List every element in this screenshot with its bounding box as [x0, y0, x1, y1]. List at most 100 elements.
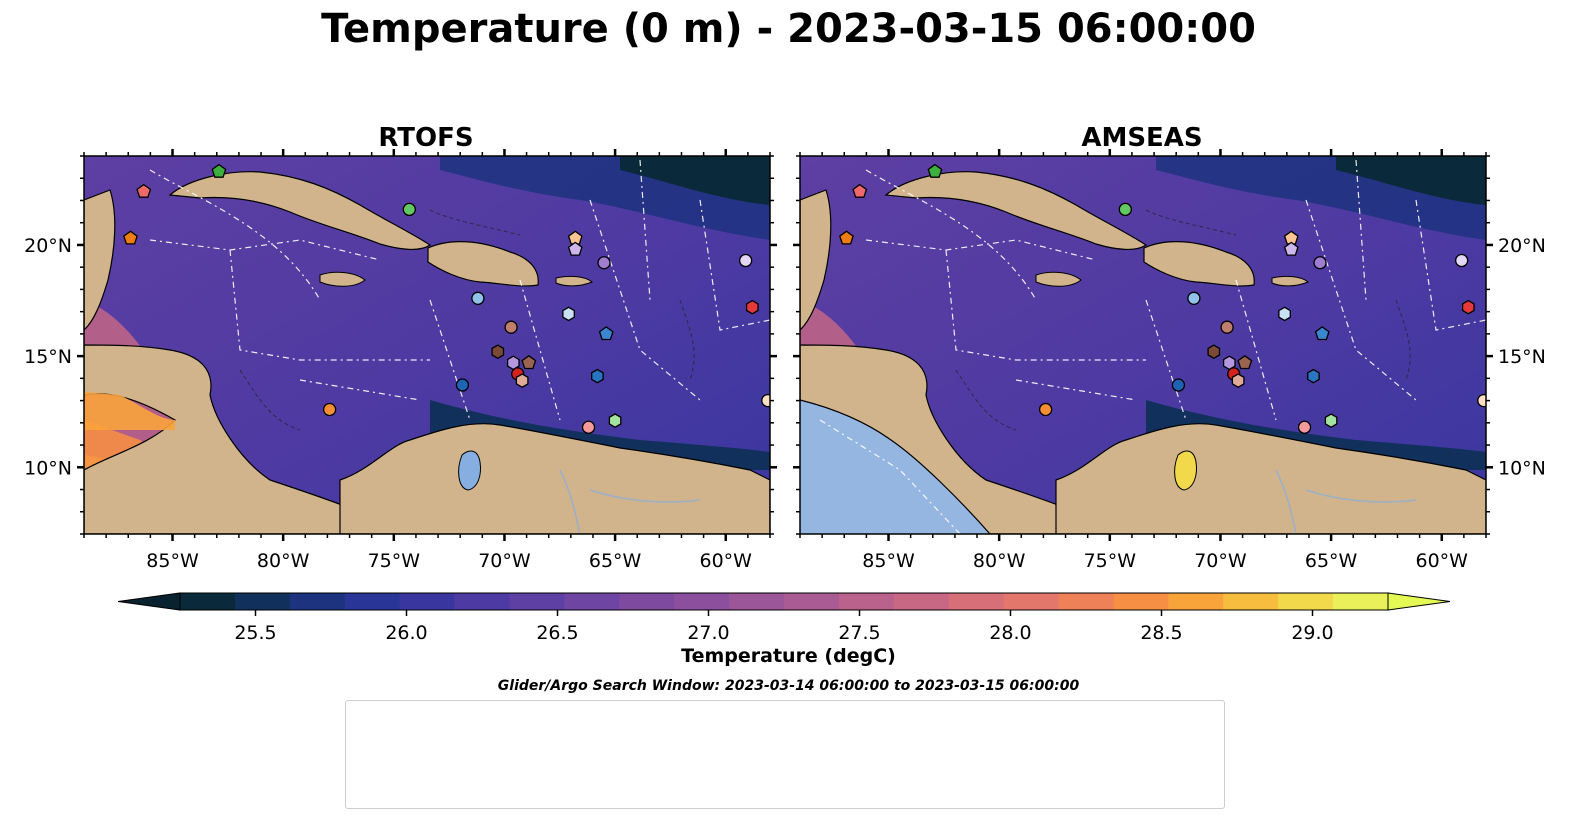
- legend-frame: [345, 700, 1225, 809]
- float-marker-3902457: [562, 306, 575, 322]
- colorbar-frame: [179, 592, 1389, 611]
- colorbar-segment: [1113, 593, 1169, 610]
- float-marker-4903278: [927, 163, 943, 178]
- float-marker-4903352: [745, 299, 759, 315]
- x-tick-label: 65°W: [589, 550, 642, 572]
- float-marker-4903333: [1118, 202, 1132, 217]
- colorbar-segment: [234, 593, 291, 610]
- float-marker-4901720: [322, 402, 337, 417]
- figure-title: Temperature (0 m) - 2023-03-15 06:00:00: [321, 6, 1256, 52]
- bathymetry-contours: [239, 209, 695, 431]
- float-marker-2903766: [455, 378, 470, 392]
- cuba-landmass: [884, 171, 1148, 250]
- colorbar-segment: [784, 593, 840, 610]
- rtofs-panel-title: RTOFS: [378, 123, 473, 153]
- coldest-water-patch: [620, 156, 770, 205]
- colorbar-tick-label: 26.0: [385, 622, 427, 644]
- float-marker-4903333: [402, 202, 416, 217]
- pacific-no-data-area: [800, 392, 990, 534]
- colorbar-segment: [893, 593, 950, 610]
- colorbar-over-extend: [1387, 592, 1451, 611]
- cuba-landmass: [168, 171, 432, 250]
- x-tick-label: 75°W: [1084, 550, 1137, 572]
- rivers: [559, 469, 701, 534]
- colorbar-segment: [564, 593, 620, 610]
- yucatan-landmass: [800, 189, 832, 331]
- x-tick-label: 75°W: [368, 550, 421, 572]
- amseas-map-body: [800, 156, 1486, 534]
- temperature-colorbar: 25.5 26.0 26.5 27.0 27.5 28.0 28.5 29.0: [117, 592, 1451, 644]
- float-marker-4903629: [1297, 420, 1312, 434]
- float-marker-6902771: [597, 256, 611, 270]
- colorbar-segment: [344, 593, 401, 610]
- float-marker-3901861: [598, 326, 614, 341]
- x-tick-label: 60°W: [700, 550, 753, 572]
- colorbar-segment: [838, 593, 895, 610]
- x-tick-label: 65°W: [1305, 550, 1358, 572]
- float-marker-4903354: [852, 183, 868, 198]
- bathymetry-contours: [955, 209, 1411, 431]
- colorbar-segment: [1168, 593, 1224, 610]
- amseas-float-markers: [839, 163, 1486, 434]
- colorbar-tick-label: 29.0: [1291, 622, 1333, 644]
- amseas-map-panel: AMSEAS: [793, 123, 1546, 572]
- colorbar-tick-label: 28.5: [1140, 622, 1182, 644]
- y-tick-label: 20°N: [1498, 235, 1546, 257]
- colorbar-under-extend: [117, 592, 181, 611]
- colorbar-segment: [180, 593, 236, 610]
- amseas-map-frame: [799, 155, 1487, 535]
- eez-boundaries: [819, 159, 1486, 534]
- float-marker-4901720: [1038, 402, 1053, 417]
- float-marker-4903354: [136, 183, 152, 198]
- central-america-landmass: [84, 344, 356, 534]
- legend-title: Glider/Argo Search Window: 2023-03-14 06…: [497, 678, 1080, 694]
- x-tick-label: 80°W: [257, 550, 310, 572]
- puerto-rico-landmass: [555, 275, 593, 287]
- colorbar-segment: [729, 593, 785, 610]
- float-marker-6903134: [1207, 344, 1221, 360]
- float-marker-6902771: [1313, 256, 1327, 270]
- x-tick-label: 70°W: [478, 550, 531, 572]
- x-tick-label: 85°W: [146, 550, 199, 572]
- south-america-landmass: [1055, 423, 1486, 534]
- colorbar-segment: [948, 593, 1005, 610]
- float-marker-3901860: [1307, 368, 1320, 384]
- yucatan-landmass: [84, 189, 116, 331]
- y-tick-label: 15°N: [24, 346, 72, 368]
- float-marker-6902958: [1283, 241, 1299, 256]
- x-tick-label: 80°W: [973, 550, 1026, 572]
- colorbar-segment: [1278, 593, 1334, 610]
- colorbar-tick-label: 27.5: [838, 622, 880, 644]
- float-marker-4901716: [123, 230, 138, 245]
- float-marker-6903135: [1237, 355, 1253, 370]
- float-marker-3901860: [591, 368, 604, 384]
- colorbar-segment: [674, 593, 730, 610]
- jamaica-landmass: [1035, 271, 1082, 287]
- float-marker-4903629: [581, 420, 596, 434]
- float-marker-6902958: [567, 241, 583, 256]
- colorbar-segment: [1223, 593, 1279, 610]
- rtofs-map-frame: [83, 155, 771, 535]
- hispaniola-landmass: [1143, 241, 1255, 287]
- float-marker-4903237: [1477, 393, 1486, 408]
- colorbar-segment: [509, 593, 565, 610]
- colorbar-segment: [1058, 593, 1114, 610]
- float-marker-6903135: [521, 355, 537, 370]
- float-marker-4903237: [761, 393, 770, 408]
- x-tick-label: 70°W: [1194, 550, 1247, 572]
- eez-boundaries: [149, 159, 770, 421]
- float-marker-6903137: [515, 373, 529, 388]
- colorbar-segment: [619, 593, 675, 610]
- float-marker-6903136: [504, 320, 518, 334]
- lake-maracaibo: [458, 450, 481, 491]
- amseas-panel-title: AMSEAS: [1081, 123, 1202, 153]
- central-america-landmass: [800, 344, 1072, 534]
- y-tick-label: 15°N: [1498, 346, 1546, 368]
- colorbar-segment: [1003, 593, 1060, 610]
- colorbar-label: Temperature (degC): [681, 645, 896, 667]
- colorbar-tick-label: 27.0: [687, 622, 729, 644]
- coldest-water-patch: [1336, 156, 1486, 205]
- colorbar-tick-label: 25.5: [234, 622, 276, 644]
- south-america-landmass: [339, 423, 770, 534]
